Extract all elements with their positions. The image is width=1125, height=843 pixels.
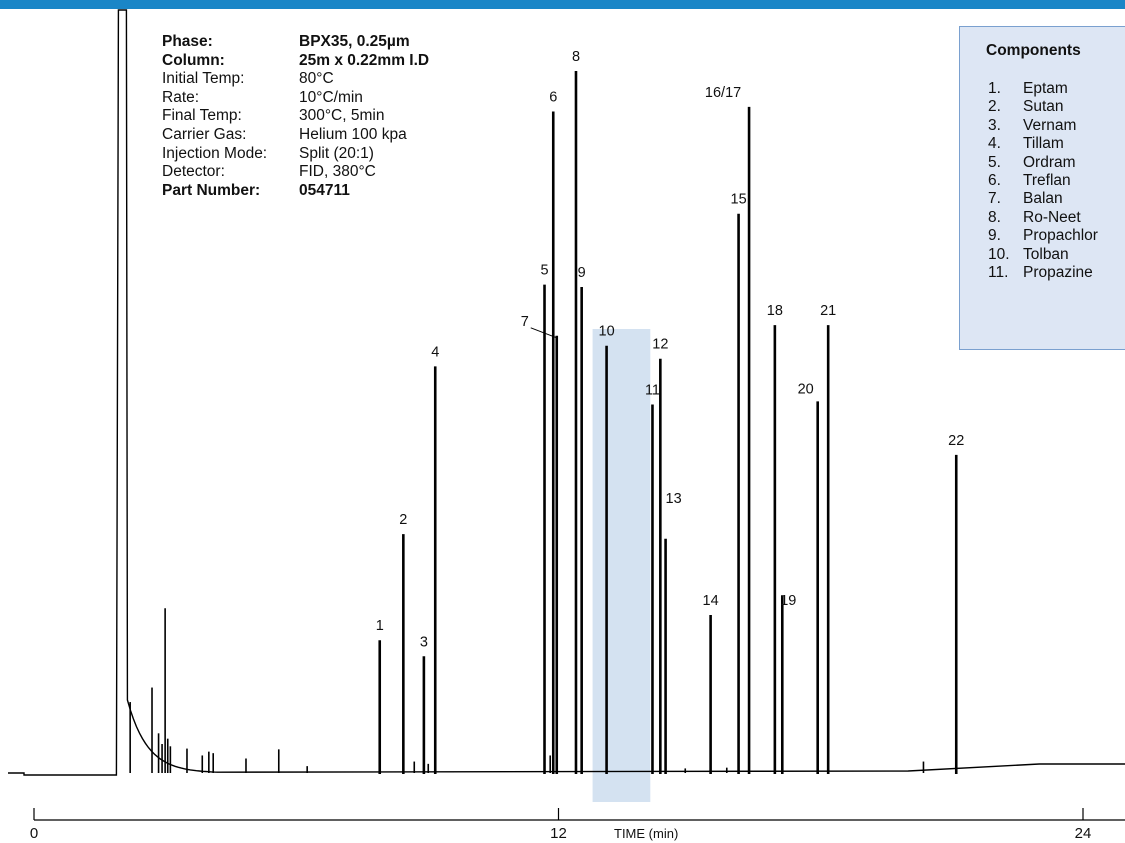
condition-label: Injection Mode:	[162, 144, 268, 162]
component-number: 1.	[988, 80, 1001, 97]
condition-row: Detector: FID, 380°C	[162, 163, 429, 182]
condition-value: Helium 100 kpa	[299, 125, 407, 143]
component-name: Ro-Neet	[1023, 208, 1081, 226]
peak-label: 14	[703, 593, 719, 609]
component-number: 6.	[988, 172, 1001, 190]
peak-label: 15	[731, 192, 747, 208]
condition-value: 10°C/min	[299, 88, 363, 106]
peak-label: 16/17	[705, 85, 741, 101]
component-number: 5.	[988, 153, 1001, 171]
peak-label: 10	[599, 324, 615, 340]
condition-value: Split (20:1)	[299, 144, 374, 162]
peak-label: 9	[578, 265, 586, 281]
peak-7-leader	[530, 327, 557, 339]
peak-label: 7	[521, 314, 529, 330]
component-number: 3.	[988, 116, 1001, 134]
x-axis-title: TIME (min)	[614, 826, 678, 841]
condition-row: Column: 25m x 0.22mm I.D	[162, 52, 429, 71]
component-number: 8.	[988, 208, 1001, 226]
component-name: Eptam	[1023, 80, 1068, 97]
component-name: Treflan	[1023, 172, 1071, 190]
components-title: Components	[986, 42, 1081, 59]
header-accent-bar	[0, 0, 1125, 9]
peak-marks	[129, 71, 958, 774]
component-number: 4.	[988, 135, 1001, 153]
condition-value: 300°C, 5min	[299, 107, 385, 125]
component-item: 7. Balan	[988, 190, 1125, 208]
peak-label: 21	[820, 303, 836, 319]
condition-label: Phase:	[162, 33, 213, 50]
condition-row: Phase: BPX35, 0.25µm	[162, 33, 429, 52]
condition-label: Initial Temp:	[162, 70, 245, 88]
component-item: 1. Eptam	[988, 80, 1125, 98]
peak-label: 2	[399, 512, 407, 528]
condition-value: 054711	[299, 181, 350, 199]
condition-row: Part Number: 054711	[162, 182, 429, 201]
condition-label: Final Temp:	[162, 107, 242, 125]
peak-label: 8	[572, 49, 580, 65]
component-number: 7.	[988, 190, 1001, 208]
component-item: 4. Tillam	[988, 135, 1125, 153]
peak-label: 22	[948, 433, 964, 449]
component-name: Propazine	[1023, 264, 1093, 282]
condition-value: 80°C	[299, 70, 334, 88]
component-item: 2. Sutan	[988, 98, 1125, 116]
peak-label: 20	[798, 381, 814, 397]
condition-value: 25m x 0.22mm I.D	[299, 51, 430, 69]
peak-label: 3	[420, 634, 428, 650]
component-item: 11. Propazine	[988, 264, 1125, 282]
component-number: 11.	[988, 264, 1009, 282]
components-list: 1. Eptam 2. Sutan 3. Vernam 4. Tillam 5. Ordr…	[960, 80, 1125, 282]
condition-value: BPX35, 0.25µm	[299, 33, 410, 50]
component-item: 8. Ro-Neet	[988, 209, 1125, 227]
condition-row: Initial Temp: 80°C	[162, 70, 429, 89]
condition-label: Detector:	[162, 163, 225, 181]
condition-row: Carrier Gas: Helium 100 kpa	[162, 126, 429, 145]
component-item: 10. Tolban	[988, 246, 1125, 264]
peak-label: 11	[645, 382, 660, 398]
component-number: 2.	[988, 98, 1001, 116]
component-name: Ordram	[1023, 153, 1076, 171]
condition-label: Rate:	[162, 88, 200, 106]
component-item: 5. Ordram	[988, 154, 1125, 172]
peak-label: 5	[540, 263, 548, 279]
condition-label: Carrier Gas:	[162, 125, 247, 143]
condition-row: Rate: 10°C/min	[162, 89, 429, 108]
component-name: Sutan	[1023, 98, 1064, 116]
x-tick-label: 24	[1075, 825, 1092, 842]
peak-label: 18	[767, 303, 783, 319]
peak-label: 13	[666, 491, 682, 507]
condition-label: Column:	[162, 51, 225, 69]
component-item: 9. Propachlor	[988, 227, 1125, 245]
component-name: Tolban	[1023, 245, 1069, 263]
x-tick-label: 0	[30, 825, 38, 842]
peak-label: 19	[780, 593, 796, 609]
condition-value: FID, 380°C	[299, 163, 376, 181]
x-tick-label: 12	[550, 825, 567, 842]
highlight-band	[592, 329, 651, 802]
component-name: Propachlor	[1023, 227, 1098, 245]
condition-label: Part Number:	[162, 181, 261, 199]
x-axis-ticks: 0 12 24	[30, 808, 1092, 842]
component-item: 6. Treflan	[988, 172, 1125, 190]
peak-label: 1	[376, 618, 384, 634]
component-name: Vernam	[1023, 116, 1077, 134]
peak-label: 12	[652, 337, 668, 353]
condition-row: Final Temp: 300°C, 5min	[162, 107, 429, 126]
component-name: Balan	[1023, 190, 1063, 208]
component-item: 3. Vernam	[988, 117, 1125, 135]
component-number: 10.	[988, 245, 1010, 263]
component-number: 9.	[988, 227, 1001, 245]
peak-label: 6	[549, 89, 557, 105]
components-legend: Components 1. Eptam 2. Sutan 3. Vernam 4. Ti…	[959, 26, 1125, 350]
component-name: Tillam	[1023, 135, 1064, 153]
method-conditions: Phase: BPX35, 0.25µm Column: 25m x 0.22mm …	[162, 33, 429, 200]
condition-row: Injection Mode: Split (20:1)	[162, 145, 429, 164]
peak-label: 4	[431, 344, 439, 360]
